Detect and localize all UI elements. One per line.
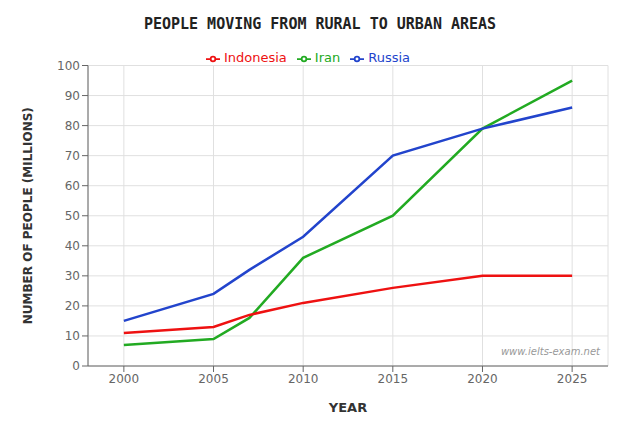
html-text:PEOPLE MOVING FROM RURAL TO UR: PEOPLE MOVING FROM RURAL TO URBAN AREAS bbox=[143, 15, 497, 33]
svg-text:100: 100 bbox=[57, 59, 80, 73]
svg-text:2005: 2005 bbox=[198, 372, 229, 386]
svg-text:50: 50 bbox=[65, 209, 80, 223]
svg-text:90: 90 bbox=[65, 89, 80, 103]
svg-text:30: 30 bbox=[65, 269, 80, 283]
html-text:Russia: Russia bbox=[368, 50, 410, 65]
svg-text:60: 60 bbox=[65, 179, 80, 193]
svg-text:2015: 2015 bbox=[378, 372, 409, 386]
svg-text:YEAR: YEAR bbox=[328, 400, 367, 415]
svg-text:10: 10 bbox=[65, 329, 80, 343]
svg-text:2020: 2020 bbox=[467, 372, 498, 386]
html-text:Iran: Iran bbox=[314, 50, 341, 65]
svg-text:2010: 2010 bbox=[288, 372, 319, 386]
svg-text:0: 0 bbox=[72, 359, 80, 373]
svg-text:2025: 2025 bbox=[557, 372, 588, 386]
svg-text:2000: 2000 bbox=[109, 372, 140, 386]
svg-text:70: 70 bbox=[65, 149, 80, 163]
html-text:www.ielts-exam.net: www.ielts-exam.net bbox=[500, 346, 600, 357]
html-text:Indonesia: Indonesia bbox=[224, 50, 287, 65]
svg-text:40: 40 bbox=[65, 239, 80, 253]
svg-text:NUMBER OF PEOPLE (MILLIONS): NUMBER OF PEOPLE (MILLIONS) bbox=[21, 107, 35, 324]
svg-text:80: 80 bbox=[65, 119, 80, 133]
svg-text:20: 20 bbox=[65, 299, 80, 313]
